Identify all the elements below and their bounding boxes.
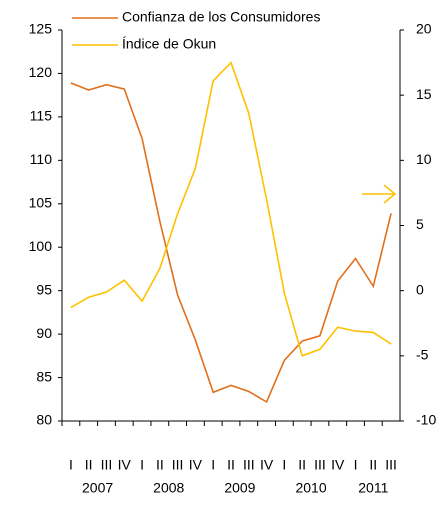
y2-tick-label: 15 <box>416 86 432 102</box>
y2-tick-label: -10 <box>416 412 436 428</box>
y-tick-label: 105 <box>29 194 53 210</box>
y-tick-label: 85 <box>36 368 52 384</box>
y-tick-label: 120 <box>29 64 53 80</box>
y-tick-label: 125 <box>29 21 53 37</box>
x-tick-label: I <box>354 457 358 473</box>
legend-label: Índice de Okun <box>122 36 216 52</box>
y-tick-label: 95 <box>36 281 52 297</box>
year-label: 2008 <box>153 480 184 496</box>
year-label: 2007 <box>82 480 113 496</box>
x-tick-label: III <box>172 457 184 473</box>
year-label: 2011 <box>358 480 388 496</box>
x-tick-label: III <box>314 457 326 473</box>
y2-tick-label: 5 <box>416 216 424 232</box>
series-line <box>70 82 392 404</box>
y2-tick-label: -5 <box>416 347 429 363</box>
x-tick-label: III <box>101 457 113 473</box>
x-tick-label: II <box>156 457 164 473</box>
arrow-annotation <box>362 184 397 204</box>
x-tick-label: III <box>385 457 397 473</box>
x-tick-label: II <box>227 457 235 473</box>
series-line <box>70 61 392 357</box>
x-tick-label: I <box>211 457 215 473</box>
x-tick-label: II <box>298 457 306 473</box>
x-tick-label: II <box>85 457 93 473</box>
x-tick-label: IV <box>331 457 345 473</box>
y-tick-label: 100 <box>29 238 53 254</box>
y2-tick-label: 0 <box>416 281 424 297</box>
x-tick-label: I <box>140 457 144 473</box>
year-label: 2010 <box>295 480 326 496</box>
x-tick-label: IV <box>118 457 132 473</box>
y2-tick-label: 10 <box>416 151 432 167</box>
x-tick-label: III <box>243 457 255 473</box>
y-tick-label: 90 <box>36 325 52 341</box>
x-tick-label: IV <box>260 457 274 473</box>
x-tick-label: II <box>369 457 377 473</box>
y-tick-label: 110 <box>30 151 53 167</box>
x-tick-label: I <box>282 457 286 473</box>
y-tick-label: 115 <box>30 108 53 124</box>
x-tick-label: IV <box>189 457 203 473</box>
x-tick-label: I <box>69 457 73 473</box>
y-tick-label: 80 <box>36 412 52 428</box>
year-label: 2009 <box>224 480 255 496</box>
y2-tick-label: 20 <box>416 21 432 37</box>
legend-label: Confianza de los Consumidores <box>122 9 320 25</box>
